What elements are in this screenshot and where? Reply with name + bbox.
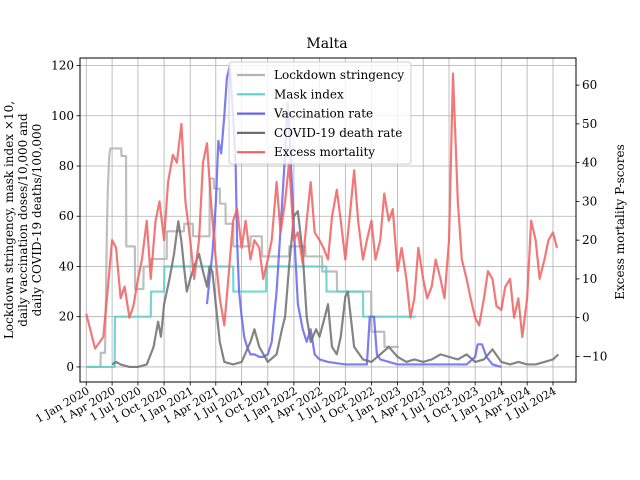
y-right-tick-label: 0 [582, 311, 590, 325]
y-axis-left: 0 20 40 60 80 100 120 [51, 59, 80, 374]
y-axis-right: −10 0 10 20 30 40 50 60 [576, 78, 607, 363]
legend-label: COVID-19 death rate [274, 126, 402, 140]
y-left-tick-label: 60 [59, 209, 74, 223]
y-left-tick-label: 120 [51, 59, 74, 73]
legend-label: Excess mortality [274, 145, 375, 159]
y-left-tick-label: 20 [59, 310, 74, 324]
y-right-tick-label: 50 [582, 117, 597, 131]
series-line-4 [85, 72, 559, 350]
legend-label: Vaccination rate [273, 107, 373, 121]
legend-label: Mask index [274, 87, 344, 101]
y-right-tick-label: 60 [582, 78, 597, 92]
y-right-tick-label: 10 [582, 272, 597, 286]
y-left-tick-label: 80 [59, 159, 74, 173]
chart-title: Malta [306, 36, 347, 52]
plot-frame [79, 57, 577, 383]
legend: Lockdown stringency Mask index Vaccination… [228, 61, 412, 165]
y-axis-left-label: Lockdown stringency, mask index ×10, dail… [2, 101, 44, 339]
y-right-tick-label: −10 [582, 349, 607, 363]
y-axis-left-label-line: daily vaccination doses/10,000 and [16, 113, 30, 327]
y-right-tick-label: 40 [582, 156, 597, 170]
y-axis-left-label-line: daily COVID-19 deaths/100,000 [30, 124, 44, 317]
series-line-1 [86, 265, 416, 369]
y-axis-left-label-line: Lockdown stringency, mask index ×10, [2, 101, 16, 339]
legend-label: Lockdown stringency [274, 68, 404, 82]
series-line-3 [111, 210, 560, 369]
y-left-tick-label: 40 [59, 259, 74, 273]
series-line-0 [86, 147, 399, 369]
y-right-tick-label: 20 [582, 233, 597, 247]
y-left-tick-label: 100 [51, 109, 74, 123]
y-right-tick-label: 30 [582, 194, 597, 208]
legend-box [228, 61, 412, 165]
y-left-tick-label: 0 [66, 360, 74, 374]
y-axis-right-label: Excess mortality P-scores [613, 144, 627, 299]
